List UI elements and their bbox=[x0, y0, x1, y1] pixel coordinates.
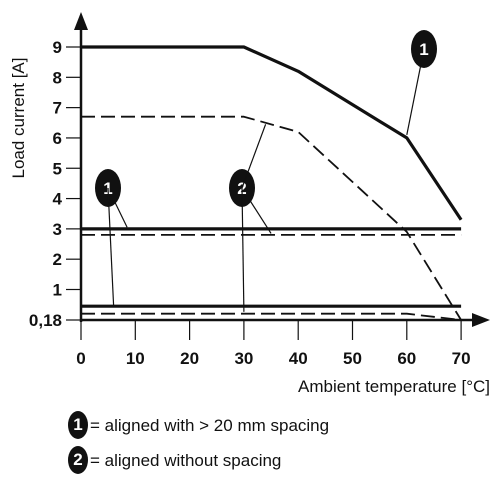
x-tick-label: 10 bbox=[126, 349, 145, 368]
marker-leader-line bbox=[241, 124, 267, 189]
x-tick-label: 30 bbox=[234, 349, 253, 368]
legend-item-text: = aligned without spacing bbox=[90, 451, 281, 470]
markers-group: 121 bbox=[95, 30, 437, 312]
y-tick-label: 1 bbox=[53, 281, 62, 300]
series-group bbox=[81, 45, 463, 321]
marker-circle-1 bbox=[411, 30, 437, 68]
y-tick-label: 2 bbox=[53, 250, 62, 269]
x-tick-label: 40 bbox=[289, 349, 308, 368]
axes: 0 10 20 30 40 50 60 70 9 8 7 6 5 4 3 2 1 0,18 bbox=[29, 12, 490, 368]
legend-marker-text-1: 1 bbox=[73, 415, 82, 434]
y-tick-label: 5 bbox=[53, 159, 62, 178]
y-tick-label: 7 bbox=[53, 99, 62, 118]
y-tick-label: 3 bbox=[53, 220, 62, 239]
y-tick-label: 6 bbox=[53, 129, 62, 148]
y-tick-label: 9 bbox=[53, 38, 62, 57]
marker-leader-line bbox=[241, 187, 245, 312]
x-tick-label: 20 bbox=[180, 349, 199, 368]
y-tick-label: 0,18 bbox=[29, 311, 62, 330]
y-tick-label: 8 bbox=[53, 68, 62, 87]
x-axis-arrow bbox=[472, 313, 490, 327]
y-axis-title: Load current [A] bbox=[9, 58, 28, 179]
legend-marker-1 bbox=[68, 411, 88, 439]
x-tick-label: 60 bbox=[397, 349, 416, 368]
legend-marker-text-2: 2 bbox=[73, 450, 82, 469]
y-tick-label: 4 bbox=[53, 190, 63, 209]
x-tick-label: 0 bbox=[76, 349, 85, 368]
x-axis-title: Ambient temperature [°C] bbox=[298, 377, 490, 396]
x-tick-label: 50 bbox=[343, 349, 362, 368]
legend-item-text: = aligned with > 20 mm spacing bbox=[90, 416, 329, 435]
legend: 1 = aligned with > 20 mm spacing 2 = aligne… bbox=[68, 411, 329, 474]
series-line-1-solid bbox=[81, 45, 463, 221]
x-tick-label: 70 bbox=[452, 349, 471, 368]
series-line-2-dashed bbox=[81, 312, 462, 321]
y-axis-arrow bbox=[74, 12, 88, 30]
legend-marker-2 bbox=[68, 446, 88, 474]
marker-leader-line bbox=[107, 187, 115, 306]
series-line-2-dashed bbox=[81, 115, 462, 321]
marker-text-1: 1 bbox=[419, 40, 428, 59]
